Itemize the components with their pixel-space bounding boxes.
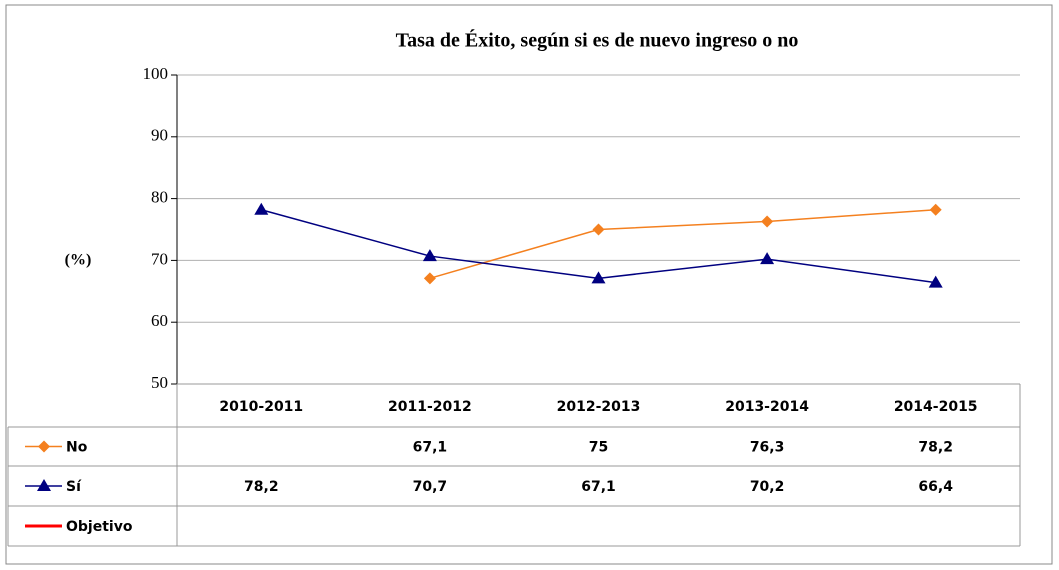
marker bbox=[37, 479, 51, 491]
y-tick-label: 60 bbox=[151, 311, 168, 330]
table-value: 76,3 bbox=[750, 440, 785, 456]
chart-frame bbox=[5, 4, 1053, 565]
marker bbox=[592, 223, 605, 236]
marker bbox=[38, 440, 50, 453]
x-tick-label: 2014-2015 bbox=[894, 399, 978, 415]
marker bbox=[761, 215, 774, 228]
marker bbox=[591, 271, 606, 284]
x-tick-label: 2013-2014 bbox=[725, 399, 809, 415]
legend-label: Objetivo bbox=[66, 519, 133, 535]
y-tick-label: 70 bbox=[151, 249, 168, 268]
marker bbox=[422, 249, 437, 262]
x-tick-label: 2012-2013 bbox=[557, 399, 641, 415]
y-axis-label: (%) bbox=[65, 252, 92, 269]
y-tick-label: 50 bbox=[151, 373, 168, 392]
table-value: 70,2 bbox=[750, 479, 785, 495]
table-value: 67,1 bbox=[581, 479, 616, 495]
y-tick-label: 90 bbox=[151, 126, 168, 145]
marker bbox=[929, 203, 942, 216]
x-tick-label: 2010-2011 bbox=[219, 399, 303, 415]
legend-label: No bbox=[66, 440, 88, 456]
table-value: 78,2 bbox=[244, 479, 279, 495]
table-value: 75 bbox=[589, 440, 608, 456]
series-line bbox=[429, 208, 936, 280]
marker bbox=[254, 202, 269, 215]
marker bbox=[928, 275, 943, 288]
y-tick-label: 100 bbox=[143, 64, 169, 83]
marker bbox=[760, 252, 775, 265]
table-value: 70,7 bbox=[413, 479, 448, 495]
table-value: 67,1 bbox=[413, 440, 448, 456]
table-value: 78,2 bbox=[918, 440, 953, 456]
marker bbox=[423, 272, 436, 285]
x-tick-label: 2011-2012 bbox=[388, 399, 472, 415]
y-tick-label: 80 bbox=[151, 188, 168, 207]
chart-title: Tasa de Éxito, según si es de nuevo ingr… bbox=[396, 29, 799, 52]
table-value: 66,4 bbox=[918, 479, 953, 495]
legend-label: Sí bbox=[66, 479, 82, 495]
